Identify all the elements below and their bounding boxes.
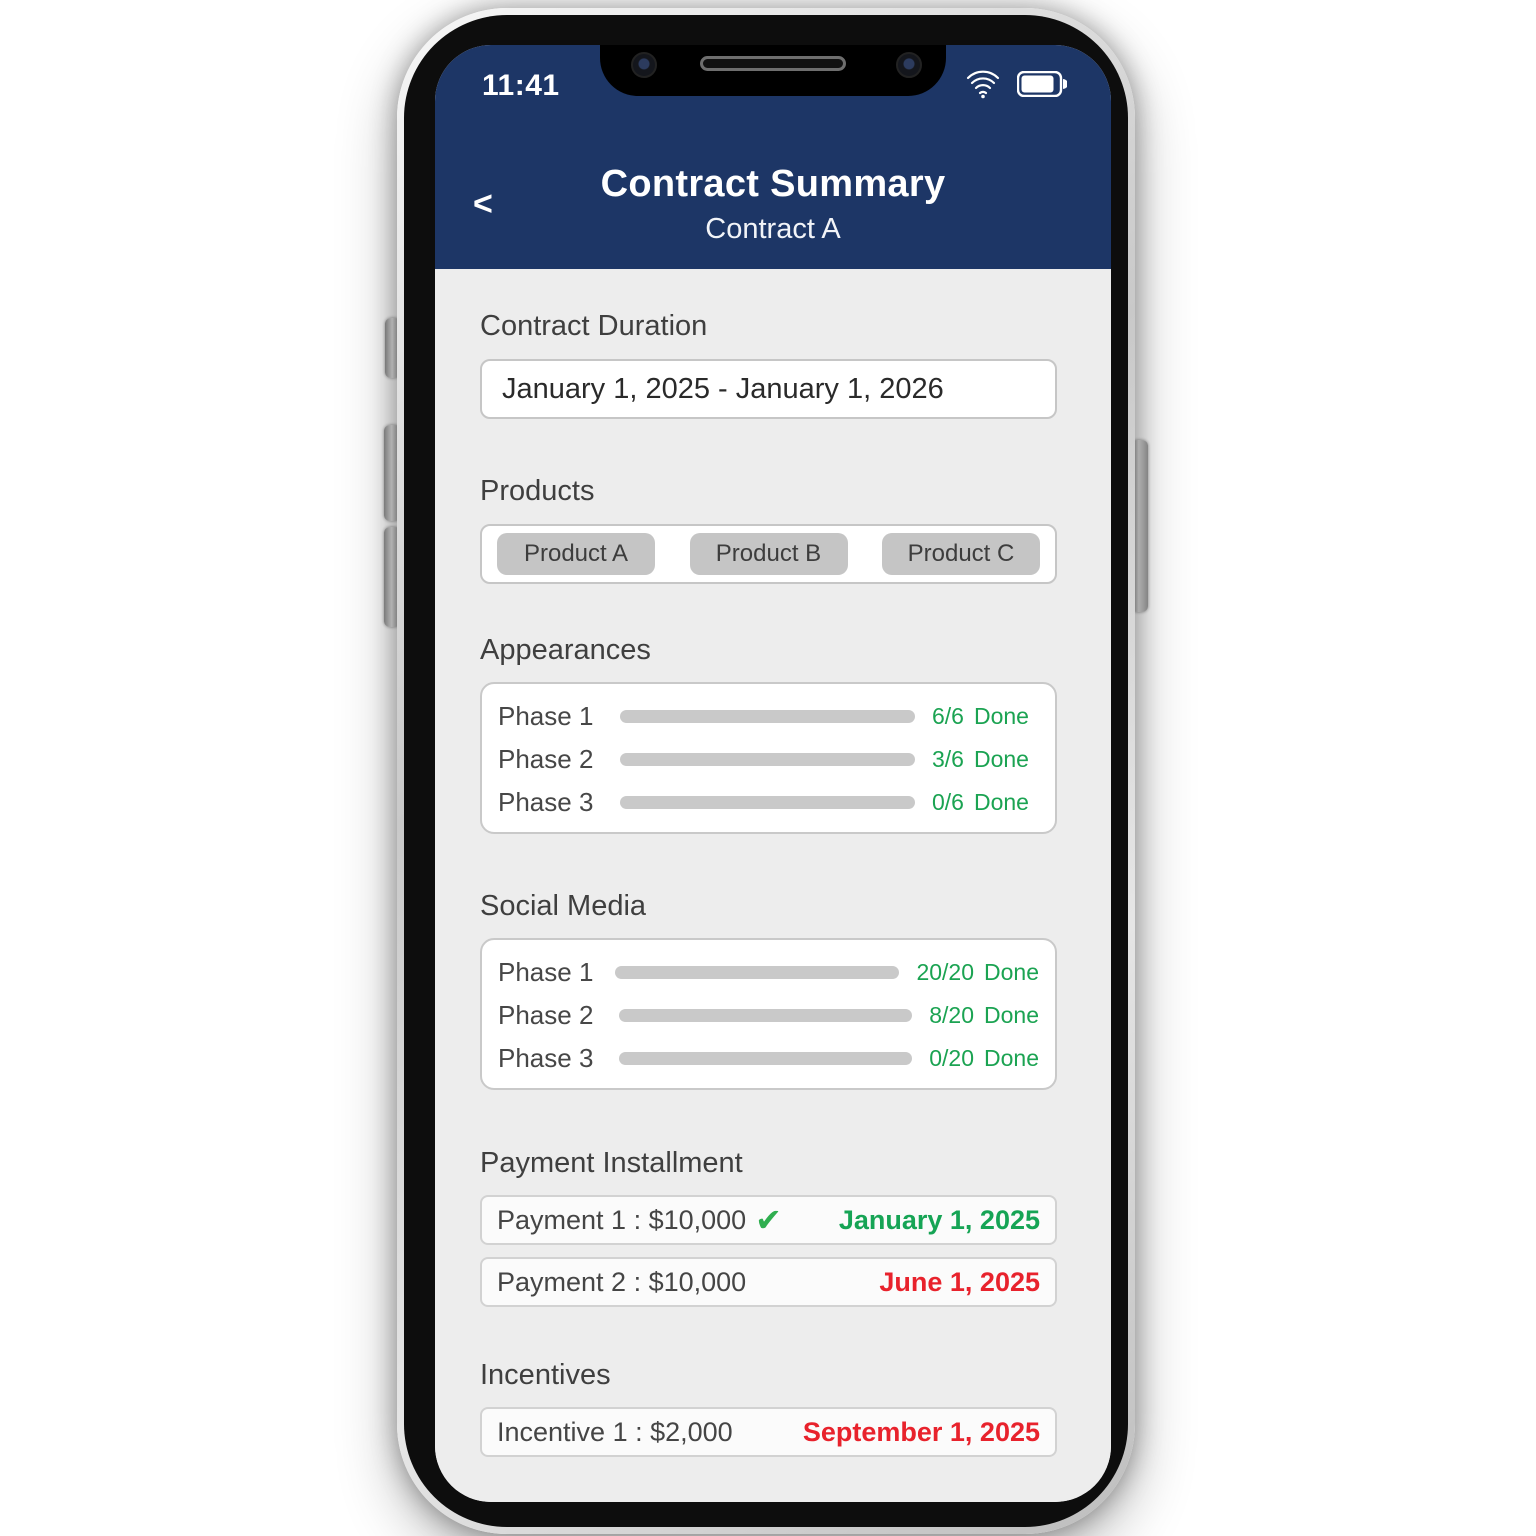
payment-label: Payment 1 : $10,000 (497, 1204, 747, 1235)
volume-down-button (384, 527, 401, 627)
progress-track (620, 710, 915, 723)
social-media-label: Social Media (480, 890, 647, 922)
phase-label: Phase 2 (498, 1000, 594, 1030)
payment-date: June 1, 2025 (879, 1266, 1040, 1297)
power-button (1131, 440, 1148, 612)
contract-summary-content: Contract Duration January 1, 2025 - Janu… (435, 269, 1111, 1502)
incentive-row: Incentive 1 : $2,000 September 1, 2025 (480, 1407, 1057, 1457)
camera-icon (896, 52, 922, 78)
contract-duration-value: January 1, 2025 - January 1, 2026 (502, 372, 944, 405)
payment-row: Payment 1 : $10,000 ✔ January 1, 2025 (480, 1195, 1057, 1245)
payment-date: January 1, 2025 (838, 1204, 1040, 1235)
progress-value: 6/6 Done (932, 703, 1029, 729)
camera-icon (631, 52, 657, 78)
progress-row: Phase 3 0/20 Done (498, 1037, 1039, 1080)
progress-track (620, 796, 915, 809)
progress-row: Phase 1 20/20 Done (498, 951, 1039, 994)
volume-up-button (384, 425, 401, 521)
progress-row: Phase 3 0/6 Done (498, 781, 1039, 824)
incentives-label: Incentives (480, 1359, 611, 1391)
progress-track (619, 1009, 913, 1022)
status-bar: 11:41 (435, 45, 1111, 105)
contract-duration-field[interactable]: January 1, 2025 - January 1, 2026 (480, 359, 1057, 419)
progress-value: 0/20 Done (929, 1045, 1039, 1071)
progress-value: 3/6 Done (932, 746, 1029, 772)
phase-label: Phase 3 (498, 1043, 594, 1073)
back-button[interactable]: < (473, 185, 493, 223)
notch (600, 45, 946, 96)
progress-value: 0/6 Done (932, 789, 1029, 815)
status-time: 11:41 (482, 69, 560, 102)
phase-label: Phase 2 (498, 744, 594, 774)
product-chip[interactable]: Product B (689, 533, 848, 575)
phone-bezel: 11:41 (404, 15, 1128, 1527)
progress-row: Phase 2 3/6 Done (498, 738, 1039, 781)
incentive-date: September 1, 2025 (802, 1416, 1040, 1447)
phase-label: Phase 1 (498, 957, 594, 987)
payment-row: Payment 2 : $10,000 June 1, 2025 (480, 1257, 1057, 1307)
wifi-icon (966, 70, 1000, 99)
appearances-card: Phase 1 6/6 Done Phase 2 3/6 Done Phase 3 (480, 682, 1057, 834)
contract-duration-label: Contract Duration (480, 310, 708, 342)
phone-frame: 11:41 (384, 8, 1148, 1534)
products-box: Product A Product B Product C (480, 524, 1057, 584)
phone-screen: 11:41 (435, 45, 1111, 1502)
progress-row: Phase 1 6/6 Done (498, 695, 1039, 738)
progress-value: 8/20 Done (929, 1002, 1039, 1028)
appearances-label: Appearances (480, 634, 651, 666)
product-chip[interactable]: Product C (882, 533, 1040, 575)
phone-chassis: 11:41 (397, 8, 1135, 1534)
progress-value: 20/20 Done (916, 959, 1039, 985)
progress-track (619, 1052, 913, 1065)
progress-track (615, 966, 900, 979)
products-label: Products (480, 475, 595, 507)
payment-installment-label: Payment Installment (480, 1147, 743, 1179)
progress-track (620, 753, 915, 766)
social-media-card: Phase 1 20/20 Done Phase 2 8/20 Done Phase… (480, 938, 1057, 1090)
battery-icon (1017, 71, 1067, 97)
progress-row: Phase 2 8/20 Done (498, 994, 1039, 1037)
incentive-label: Incentive 1 : $2,000 (497, 1416, 733, 1447)
phase-label: Phase 3 (498, 787, 594, 817)
payment-label: Payment 2 : $10,000 (497, 1266, 747, 1297)
product-chip[interactable]: Product A (497, 533, 655, 575)
page-subtitle: Contract A (705, 213, 841, 245)
page-title: Contract Summary (600, 163, 946, 205)
speaker-grille-icon (700, 56, 846, 71)
check-icon: ✔ (755, 1202, 782, 1238)
phase-label: Phase 1 (498, 701, 594, 731)
